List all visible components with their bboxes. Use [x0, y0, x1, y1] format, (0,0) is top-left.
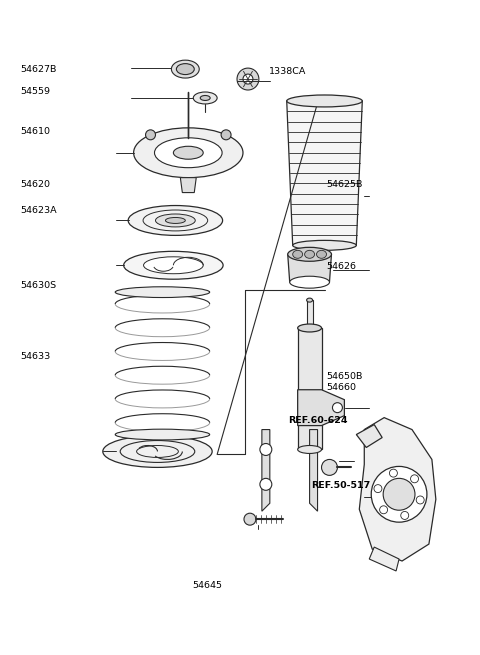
Polygon shape — [180, 178, 196, 193]
Ellipse shape — [221, 130, 231, 140]
Ellipse shape — [293, 250, 302, 258]
Text: 54645: 54645 — [192, 580, 222, 590]
Text: REF.50-517: REF.50-517 — [312, 481, 371, 490]
Text: 54650B: 54650B — [326, 372, 362, 381]
Ellipse shape — [307, 298, 312, 302]
Polygon shape — [369, 547, 399, 571]
Text: 54633: 54633 — [21, 352, 51, 362]
Text: 54610: 54610 — [21, 127, 50, 136]
Ellipse shape — [115, 429, 210, 440]
Circle shape — [260, 478, 272, 491]
Ellipse shape — [298, 445, 322, 453]
Circle shape — [333, 403, 342, 413]
Circle shape — [389, 469, 397, 477]
Circle shape — [383, 478, 415, 510]
Circle shape — [371, 466, 427, 522]
Ellipse shape — [156, 214, 195, 227]
Ellipse shape — [290, 276, 329, 288]
Circle shape — [260, 443, 272, 455]
Ellipse shape — [243, 74, 253, 84]
Circle shape — [244, 514, 256, 525]
Circle shape — [374, 485, 382, 493]
Circle shape — [401, 512, 408, 519]
Ellipse shape — [166, 217, 185, 223]
Ellipse shape — [293, 240, 356, 250]
Ellipse shape — [193, 92, 217, 104]
Polygon shape — [307, 300, 312, 330]
Ellipse shape — [171, 60, 199, 78]
Polygon shape — [262, 430, 270, 511]
Ellipse shape — [155, 138, 222, 168]
Text: 54559: 54559 — [21, 87, 50, 96]
Text: 54630S: 54630S — [21, 280, 57, 290]
Polygon shape — [298, 328, 322, 449]
Polygon shape — [288, 254, 332, 282]
Polygon shape — [360, 418, 436, 561]
Ellipse shape — [145, 130, 156, 140]
Ellipse shape — [237, 68, 259, 90]
Ellipse shape — [133, 128, 243, 178]
Polygon shape — [356, 424, 382, 447]
Circle shape — [380, 506, 387, 514]
Ellipse shape — [128, 206, 223, 235]
Text: 1338CA: 1338CA — [269, 67, 306, 76]
Polygon shape — [287, 101, 362, 246]
Circle shape — [410, 475, 419, 483]
Ellipse shape — [305, 250, 314, 258]
Circle shape — [416, 496, 424, 504]
Text: 54660: 54660 — [326, 383, 356, 392]
Text: 54620: 54620 — [21, 179, 50, 189]
Text: 54625B: 54625B — [326, 179, 362, 189]
Ellipse shape — [288, 248, 332, 261]
Circle shape — [322, 459, 337, 476]
Text: REF.60-624: REF.60-624 — [288, 416, 347, 424]
Ellipse shape — [200, 96, 210, 100]
Text: 54627B: 54627B — [21, 66, 57, 75]
Ellipse shape — [287, 95, 362, 107]
Ellipse shape — [103, 436, 212, 468]
Text: 54623A: 54623A — [21, 206, 57, 215]
Ellipse shape — [115, 287, 210, 297]
Ellipse shape — [316, 250, 326, 258]
Ellipse shape — [176, 64, 194, 75]
Ellipse shape — [173, 146, 203, 159]
Ellipse shape — [144, 257, 203, 274]
Ellipse shape — [124, 252, 223, 279]
Ellipse shape — [298, 324, 322, 332]
Polygon shape — [298, 390, 344, 426]
Text: 54626: 54626 — [326, 263, 356, 271]
Polygon shape — [310, 430, 318, 511]
